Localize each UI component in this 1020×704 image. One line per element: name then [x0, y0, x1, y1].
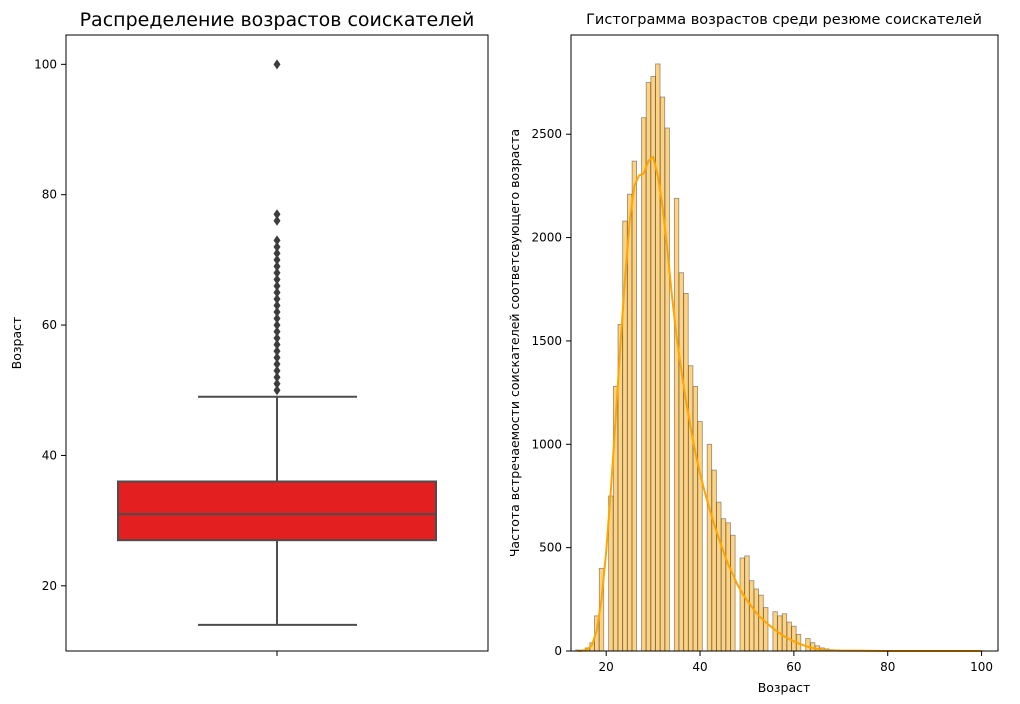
- boxplot-outlier: [273, 274, 281, 285]
- histogram-bar: [683, 292, 689, 652]
- boxplot-outlier: [273, 300, 281, 311]
- histogram-bar: [688, 365, 694, 652]
- histogram-axes-frame: [570, 34, 999, 652]
- histogram-y-ticks: 0 500 1000 1500 2000 2500: [531, 127, 571, 658]
- boxplot-outlier: [273, 294, 281, 304]
- histogram-bar: [655, 63, 661, 652]
- boxplot-outlier: [273, 346, 281, 357]
- boxplot-y-tick-label: 60: [42, 318, 57, 332]
- boxplot-y-tick-label: 80: [42, 188, 57, 202]
- boxplot-outlier: [273, 326, 281, 337]
- histogram-bar: [678, 272, 684, 652]
- boxplot-outlier: [273, 267, 281, 278]
- boxplot-marks: [117, 59, 437, 626]
- histogram-bar: [781, 613, 788, 652]
- histogram-kde-line: [577, 155, 982, 652]
- boxplot-outlier: [273, 333, 281, 344]
- boxplot-outlier: [273, 59, 281, 70]
- histogram-bar: [659, 96, 666, 652]
- boxplot-y-axis-label: Возраст: [9, 317, 24, 370]
- histogram-bar: [711, 469, 717, 652]
- boxplot-outlier: [273, 320, 281, 331]
- histogram-bar: [697, 421, 703, 652]
- boxplot-outlier: [273, 385, 281, 396]
- boxplot-outlier: [273, 352, 281, 363]
- boxplot-outlier: [273, 241, 281, 252]
- boxplot-outlier: [273, 313, 281, 324]
- histogram-bar: [786, 621, 792, 652]
- histogram-y-axis-label: Частота встречаемости соискателей соотве…: [507, 129, 522, 557]
- histogram-bar: [664, 127, 670, 652]
- histogram-x-ticks: 20 40 60 80 100: [599, 651, 993, 674]
- histogram-bar: [641, 117, 647, 652]
- histogram-y-tick-label: 500: [539, 541, 562, 555]
- boxplot-outlier: [273, 378, 281, 389]
- histogram-bar: [730, 534, 736, 652]
- histogram-bar: [805, 638, 811, 652]
- histogram-y-tick-label: 2500: [531, 127, 562, 141]
- boxplot-outlier: [273, 359, 281, 370]
- boxplot-y-tick-label: 40: [42, 448, 57, 462]
- boxplot-panel: Распределение возрастов соискателей 20 40…: [9, 9, 489, 656]
- histogram-x-tick-label: 100: [970, 660, 993, 674]
- histogram-bar: [763, 607, 769, 652]
- histogram-bar: [692, 386, 698, 652]
- boxplot-box: [117, 480, 437, 542]
- histogram-bar: [720, 518, 727, 652]
- boxplot-y-tick-label: 100: [34, 57, 57, 71]
- boxplot-outlier: [273, 248, 281, 259]
- boxplot-y-tick-label: 20: [42, 579, 57, 593]
- histogram-x-tick-label: 60: [786, 660, 801, 674]
- boxplot-outlier: [273, 209, 281, 220]
- histogram-panel: Гистограмма возрастов среди резюме соиск…: [507, 12, 999, 695]
- histogram-kde: [577, 155, 982, 652]
- boxplot-outlier: [273, 365, 281, 376]
- histogram-y-tick-label: 0: [554, 644, 562, 658]
- histogram-bar: [753, 588, 759, 652]
- boxplot-outlier: [273, 280, 281, 291]
- boxplot-outlier: [273, 261, 281, 272]
- boxplot-outlier: [273, 215, 281, 226]
- boxplot-outlier: [273, 235, 281, 246]
- histogram-bar: [739, 557, 745, 652]
- boxplot-outlier: [273, 339, 281, 350]
- histogram-bar: [631, 160, 637, 652]
- histogram-y-tick-label: 1500: [531, 334, 562, 348]
- histogram-bar: [749, 580, 755, 652]
- boxplot-outlier: [273, 254, 281, 265]
- histogram-x-tick-label: 40: [692, 660, 707, 674]
- histogram-bar: [791, 625, 797, 652]
- histogram-y-tick-label: 2000: [531, 231, 562, 245]
- histogram-bar: [725, 522, 731, 652]
- histogram-bar: [627, 193, 633, 652]
- histogram-x-axis-label: Возраст: [758, 680, 811, 695]
- histogram-bar: [706, 443, 713, 652]
- boxplot-outlier: [273, 372, 281, 383]
- boxplot-y-ticks: 20 40 60 80 100: [34, 57, 66, 593]
- boxplot-title: Распределение возрастов соискателей: [80, 9, 475, 31]
- histogram-bar: [673, 197, 680, 652]
- histogram-bar: [716, 501, 722, 652]
- histogram-x-tick-label: 20: [599, 660, 614, 674]
- boxplot-outlier: [273, 307, 281, 318]
- histogram-x-tick-label: 80: [880, 660, 895, 674]
- histogram-bars: [575, 63, 985, 652]
- histogram-y-tick-label: 1000: [531, 437, 562, 451]
- histogram-title: Гистограмма возрастов среди резюме соиск…: [586, 12, 982, 28]
- histogram-bar: [758, 594, 764, 652]
- boxplot-outlier: [273, 287, 281, 298]
